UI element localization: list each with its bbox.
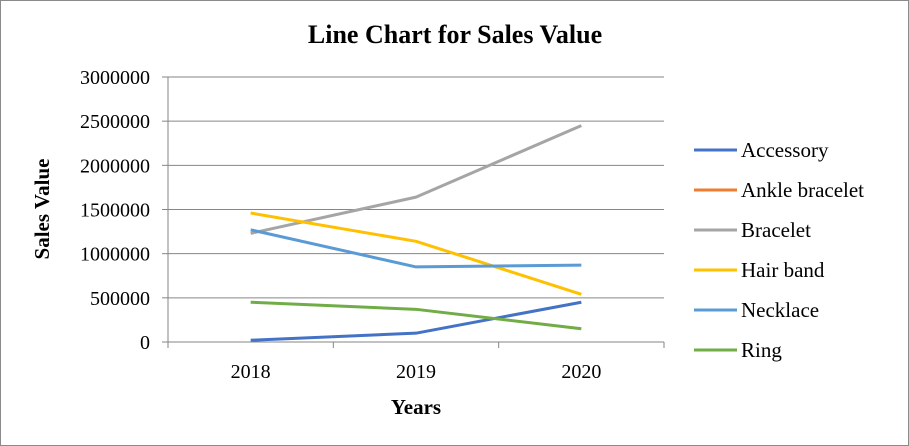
series-line-hair-band — [250, 211, 582, 296]
gridlines — [162, 76, 664, 343]
legend-label: Necklace — [741, 298, 819, 322]
axes — [167, 77, 665, 348]
series-lines — [250, 124, 582, 342]
legend-label: Bracelet — [741, 218, 811, 242]
y-tick-labels: 0 500000 1000000 1500000 2000000 2500000 30000… — [80, 67, 150, 354]
legend-label: Hair band — [741, 258, 825, 282]
series-line-bracelet — [250, 124, 582, 235]
legend-label: Accessory — [741, 138, 829, 162]
x-axis-title: Years — [391, 395, 441, 419]
series-line-ring — [250, 300, 582, 331]
x-tick-labels: 2018 2019 2020 — [231, 361, 602, 383]
x-tick-label: 2019 — [396, 361, 436, 383]
x-tick-label: 2020 — [561, 361, 601, 383]
y-tick-label: 500000 — [90, 288, 150, 310]
legend-label: Ring — [741, 338, 782, 362]
series-line-accessory — [250, 300, 582, 342]
y-tick-label: 1500000 — [80, 200, 150, 222]
y-tick-label: 2500000 — [80, 111, 150, 133]
legend: Accessory Ankle bracelet Bracelet Hair band… — [694, 138, 864, 362]
chart-title: Line Chart for Sales Value — [308, 20, 602, 49]
y-tick-label: 2000000 — [80, 155, 150, 177]
series-line-necklace — [250, 228, 582, 269]
y-axis-title: Sales Value — [30, 159, 54, 260]
legend-label: Ankle bracelet — [741, 178, 864, 202]
x-tick-label: 2018 — [231, 361, 271, 383]
y-tick-label: 1000000 — [80, 244, 150, 266]
y-tick-label: 0 — [140, 332, 150, 354]
y-tick-label: 3000000 — [80, 67, 150, 89]
